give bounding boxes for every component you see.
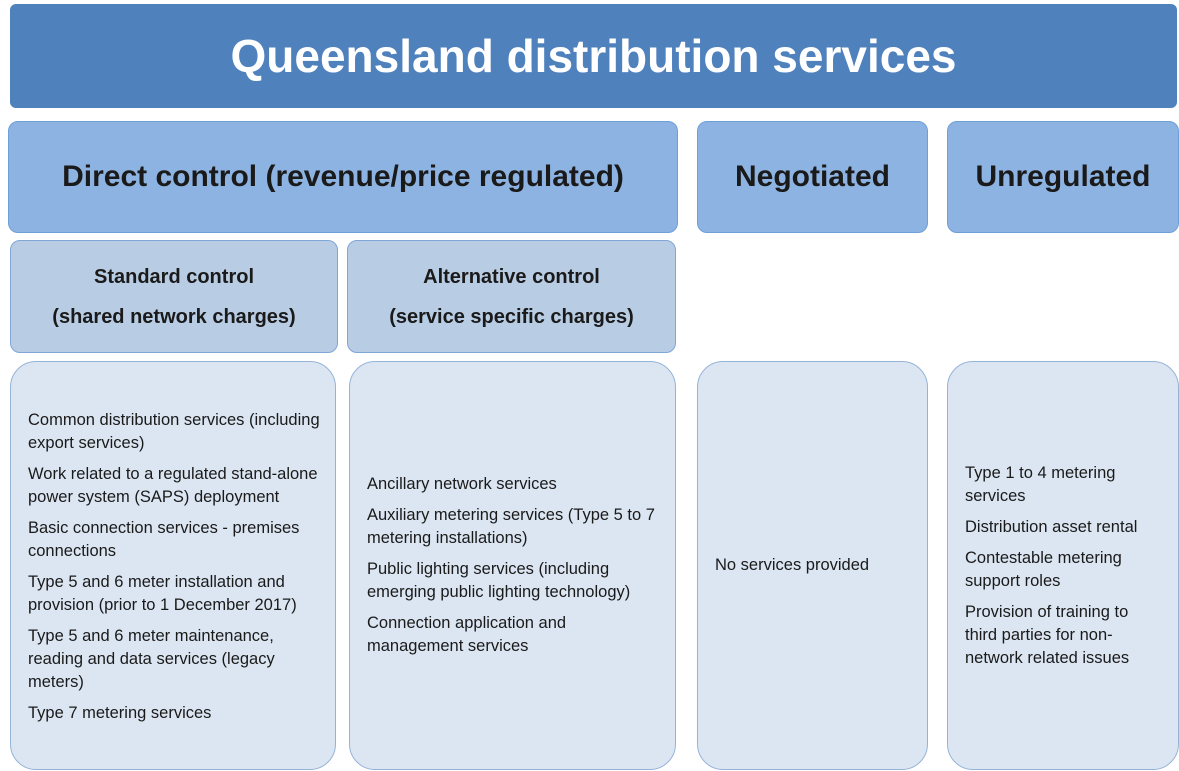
subcategory-name: Alternative control: [423, 265, 600, 288]
service-item: Type 5 and 6 meter installation and prov…: [28, 572, 297, 614]
service-item: Auxiliary metering services (Type 5 to 7…: [367, 506, 655, 547]
service-item: Basic connection services - premises con…: [28, 518, 300, 560]
category: Unregulated: [947, 121, 1179, 233]
service-item: Distribution asset rental: [965, 517, 1138, 536]
service-item: No services provided: [715, 556, 870, 574]
subcategory: Standard control (shared network charges…: [10, 240, 338, 353]
subcategory-note: (shared network charges): [52, 305, 296, 328]
category: Direct control (revenue/price regulated): [8, 121, 678, 233]
service-item: Work related to a regulated stand-alone …: [28, 464, 318, 506]
service-item: Type 7 metering services: [28, 703, 212, 722]
category: Negotiated: [697, 121, 928, 233]
service-item: Provision of training to third parties f…: [965, 602, 1130, 667]
service-list: Ancillary network services Auxiliary mete…: [349, 361, 676, 770]
service-item: Public lighting services (including emer…: [367, 560, 631, 601]
subcategory: Alternative control (service specific ch…: [347, 240, 676, 353]
service-item: Type 1 to 4 metering services: [965, 463, 1116, 505]
service-item: Contestable metering support roles: [965, 548, 1122, 590]
service-list: Common distribution services (including …: [10, 361, 336, 770]
service-item: Type 5 and 6 meter maintenance, reading …: [28, 626, 275, 691]
subcategory-note: (service specific charges): [389, 305, 634, 328]
service-list: No services provided: [697, 361, 928, 770]
service-item: Ancillary network services: [367, 475, 557, 493]
service-list: Type 1 to 4 metering services Distributio…: [947, 361, 1179, 770]
service-item: Common distribution services (including …: [28, 410, 320, 452]
title: Queensland distribution services: [10, 4, 1177, 108]
service-item: Connection application and management se…: [367, 614, 567, 655]
subcategory-name: Standard control: [93, 265, 254, 288]
